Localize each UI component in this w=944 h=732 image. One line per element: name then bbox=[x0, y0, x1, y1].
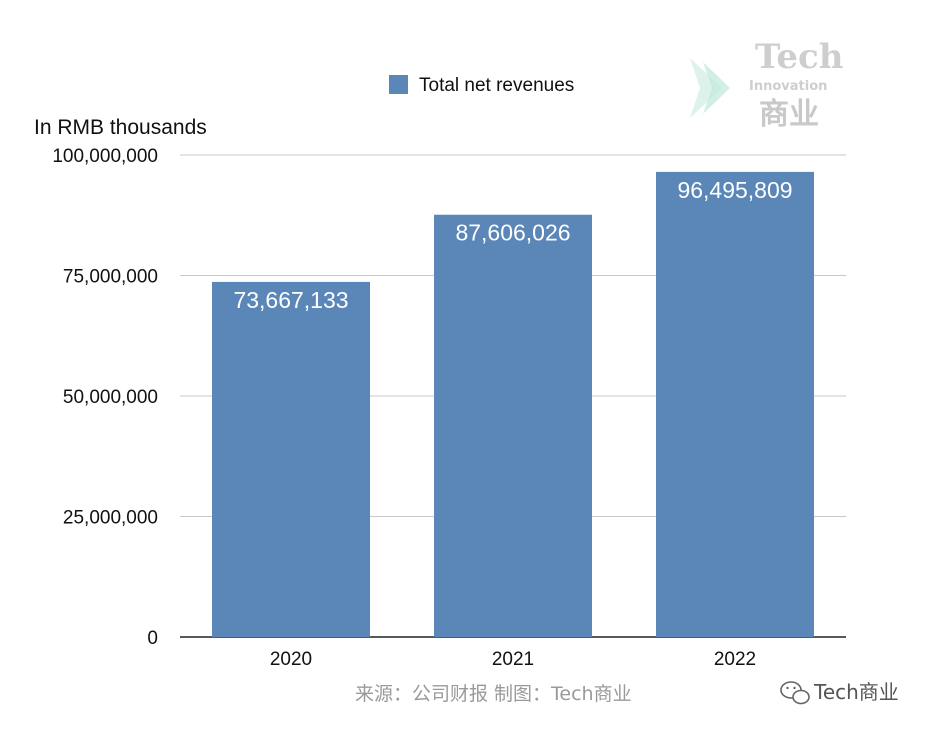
legend-swatch bbox=[389, 75, 408, 94]
bars bbox=[212, 171, 814, 637]
watermark-tech: Tech bbox=[755, 37, 843, 77]
watermark-arrow-icon bbox=[690, 58, 730, 118]
y-tick-label: 50,000,000 bbox=[63, 387, 158, 408]
legend: Total net revenues bbox=[389, 75, 574, 96]
data-label: 96,495,809 bbox=[677, 177, 792, 203]
x-tick-labels: 2020 2021 2022 bbox=[270, 649, 756, 670]
bar bbox=[656, 171, 814, 637]
data-label: 87,606,026 bbox=[455, 220, 570, 246]
x-tick-label: 2020 bbox=[270, 649, 312, 670]
x-tick-label: 2022 bbox=[714, 649, 756, 670]
y-tick-label: 75,000,000 bbox=[63, 267, 158, 288]
y-tick-labels: 0 25,000,000 50,000,000 75,000,000 100,000,0… bbox=[52, 146, 158, 649]
x-tick-label: 2021 bbox=[492, 649, 534, 670]
account-badge: Tech商业 bbox=[780, 680, 899, 705]
watermark-logo: Tech Innovation 商业 bbox=[690, 37, 843, 132]
y-tick-label: 100,000,000 bbox=[52, 146, 158, 167]
watermark-innovation: Innovation bbox=[749, 79, 827, 94]
source-note: 来源：公司财报 制图：Tech商业 bbox=[355, 683, 632, 705]
watermark-shangye: 商业 bbox=[759, 97, 819, 132]
wechat-icon bbox=[780, 681, 810, 705]
y-axis-label: In RMB thousands bbox=[34, 116, 207, 139]
data-label: 73,667,133 bbox=[233, 287, 348, 313]
y-tick-label: 25,000,000 bbox=[63, 508, 158, 529]
bar bbox=[434, 214, 592, 637]
account-label: Tech商业 bbox=[813, 680, 899, 704]
legend-label: Total net revenues bbox=[419, 75, 574, 96]
bar bbox=[212, 281, 370, 637]
y-tick-label: 0 bbox=[147, 628, 158, 649]
data-labels: 73,667,133 87,606,026 96,495,809 bbox=[233, 177, 792, 313]
